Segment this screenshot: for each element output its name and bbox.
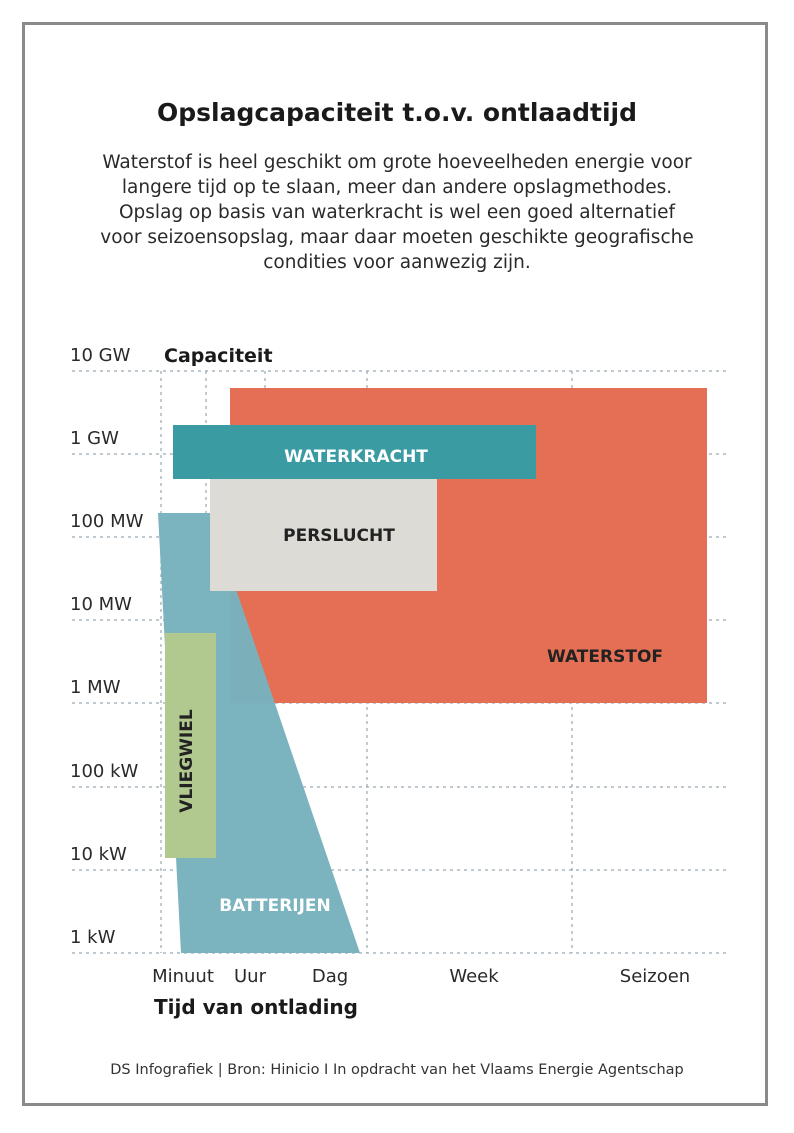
x-tick-label: Week [449,966,499,987]
y-tick-label: 10 kW [70,844,127,865]
series-label-waterstof: WATERSTOF [547,647,663,667]
series-label-perslucht: PERSLUCHT [283,526,395,546]
series-label-vliegwiel: VLIEGWIEL [177,709,197,813]
waterkracht-area [173,425,536,479]
vliegwiel-area [165,633,216,858]
y-tick-label: 1 kW [70,927,116,948]
x-tick-label: Seizoen [620,966,690,987]
frame-border [22,22,768,1106]
series-label-waterkracht: WATERKRACHT [284,447,428,467]
chart-title: Opslagcapaciteit t.o.v. ontlaadtijd [156,98,638,127]
perslucht-area [210,479,437,591]
y-tick-label: 100 MW [70,511,144,532]
x-tick-label: Minuut [152,966,214,987]
series-label-batterijen: BATTERIJEN [219,896,331,916]
y-axis-title: Capaciteit [164,345,273,367]
x-axis-title: Tijd van ontlading [154,995,358,1019]
x-tick-label: Uur [234,966,267,987]
y-tick-label: 100 kW [70,761,139,782]
x-tick-label: Dag [312,966,348,987]
y-tick-label: 1 MW [70,677,121,698]
y-tick-label: 10 GW [70,345,131,366]
chart-subtitle: Waterstof is heel geschikt om grote hoev… [100,152,694,273]
source-footer: DS Infografiek | Bron: Hinicio I In opdr… [110,1062,684,1078]
y-tick-label: 10 MW [70,594,132,615]
y-tick-label: 1 GW [70,428,119,449]
